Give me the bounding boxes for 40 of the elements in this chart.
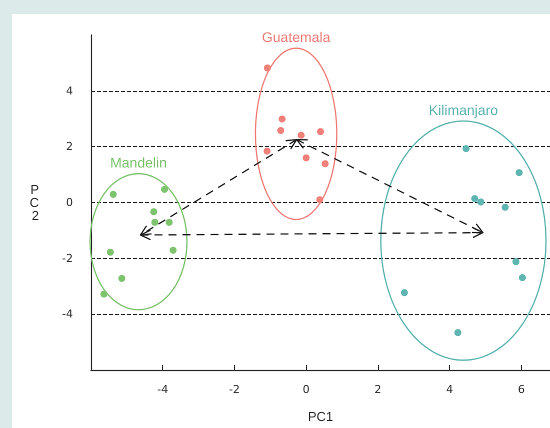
point (400, 289, 408, 296)
point (454, 329, 462, 336)
x-tick-label: 0 (302, 383, 310, 396)
y-tick-label: -4 (62, 308, 73, 321)
point (264, 148, 271, 155)
x-tick-label: 4 (446, 383, 454, 396)
point (302, 154, 310, 162)
point (106, 248, 114, 256)
point (278, 116, 286, 123)
point (110, 190, 117, 198)
point (170, 246, 177, 254)
point (277, 126, 284, 134)
x-tick-label: 2 (374, 383, 382, 396)
point (118, 274, 126, 282)
x-tick-label: -2 (228, 383, 240, 396)
point (516, 169, 523, 176)
y-tick-label: 2 (66, 140, 73, 154)
point (471, 195, 478, 202)
point (477, 198, 484, 206)
series-label: Guatemala (262, 29, 331, 46)
text: Kilimanjaro (428, 102, 498, 118)
y-tick-label: 0 (66, 196, 73, 209)
point (150, 208, 158, 216)
point (462, 145, 470, 152)
x-tick-label: 6 (518, 383, 525, 396)
series-label: Mandelin (110, 154, 167, 171)
y-tick-label: 4 (66, 84, 73, 98)
point (151, 218, 158, 226)
x-axis-title: PC1 (308, 409, 334, 424)
point (512, 258, 520, 266)
point (322, 160, 329, 168)
x-tick-label: -4 (157, 383, 168, 396)
point (502, 204, 509, 211)
point (166, 218, 173, 226)
point (518, 274, 526, 282)
y-axis-title: PC2 (30, 182, 39, 223)
point (161, 186, 168, 193)
y-tick-label: -2 (62, 252, 73, 265)
point (298, 132, 305, 139)
point (317, 128, 324, 136)
